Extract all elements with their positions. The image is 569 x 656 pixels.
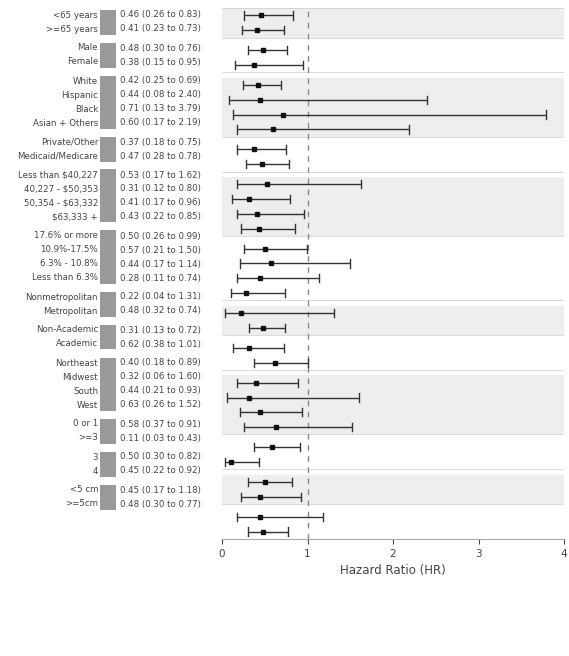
Text: $63,333 +: $63,333 + bbox=[52, 213, 98, 222]
Text: 0.62 (0.38 to 1.01): 0.62 (0.38 to 1.01) bbox=[120, 340, 201, 348]
Text: >=5cm: >=5cm bbox=[65, 499, 98, 508]
Text: 0.44 (0.17 to 1.14): 0.44 (0.17 to 1.14) bbox=[120, 260, 201, 268]
Text: Male: Male bbox=[77, 43, 98, 52]
Text: <65 years: <65 years bbox=[53, 10, 98, 20]
Text: 0.32 (0.06 to 1.60): 0.32 (0.06 to 1.60) bbox=[120, 373, 201, 382]
Text: Asian + Others: Asian + Others bbox=[33, 119, 98, 127]
Bar bbox=[222, 177, 564, 236]
Text: 4: 4 bbox=[93, 466, 98, 476]
Bar bbox=[222, 440, 564, 469]
Text: Sex: Sex bbox=[104, 48, 113, 62]
Text: 0.58 (0.37 to 0.91): 0.58 (0.37 to 0.91) bbox=[120, 419, 201, 428]
Text: Race: Race bbox=[104, 92, 113, 112]
Text: 0.53 (0.17 to 1.62): 0.53 (0.17 to 1.62) bbox=[120, 171, 201, 180]
Text: 0.71 (0.13 to 3.79): 0.71 (0.13 to 3.79) bbox=[120, 104, 201, 113]
Text: 0.48 (0.30 to 0.76): 0.48 (0.30 to 0.76) bbox=[120, 43, 201, 52]
Bar bbox=[222, 375, 564, 434]
Bar bbox=[222, 241, 564, 300]
Text: Insurance: Insurance bbox=[104, 130, 113, 168]
Text: 40,227 - $50,353: 40,227 - $50,353 bbox=[24, 184, 98, 194]
Text: 0.48 (0.30 to 0.77): 0.48 (0.30 to 0.77) bbox=[120, 499, 201, 508]
Text: 0.57 (0.21 to 1.50): 0.57 (0.21 to 1.50) bbox=[120, 245, 201, 255]
Text: 0.60 (0.17 to 2.19): 0.60 (0.17 to 2.19) bbox=[120, 119, 201, 127]
Text: Academic: Academic bbox=[56, 340, 98, 348]
Text: West: West bbox=[77, 401, 98, 409]
Bar bbox=[222, 8, 564, 37]
Text: 0.31 (0.13 to 0.72): 0.31 (0.13 to 0.72) bbox=[120, 325, 201, 335]
Text: Hispanic: Hispanic bbox=[61, 91, 98, 100]
Text: 0.22 (0.04 to 1.31): 0.22 (0.04 to 1.31) bbox=[120, 293, 201, 302]
Text: 0.31 (0.12 to 0.80): 0.31 (0.12 to 0.80) bbox=[120, 184, 201, 194]
Text: 3: 3 bbox=[93, 453, 98, 462]
Text: Black: Black bbox=[75, 104, 98, 113]
Bar bbox=[222, 43, 564, 72]
X-axis label: Hazard Ratio (HR): Hazard Ratio (HR) bbox=[340, 564, 446, 577]
Bar bbox=[222, 306, 564, 335]
Text: 0.45 (0.17 to 1.18): 0.45 (0.17 to 1.18) bbox=[120, 485, 201, 495]
Text: 0.40 (0.18 to 0.89): 0.40 (0.18 to 0.89) bbox=[120, 358, 201, 367]
Text: 0.44 (0.21 to 0.93): 0.44 (0.21 to 0.93) bbox=[120, 386, 201, 396]
Text: 0.45 (0.22 to 0.92): 0.45 (0.22 to 0.92) bbox=[120, 466, 201, 476]
Text: White: White bbox=[73, 77, 98, 85]
Text: Non-Academic: Non-Academic bbox=[36, 325, 98, 335]
Text: 0.46 (0.26 to 0.83): 0.46 (0.26 to 0.83) bbox=[120, 10, 201, 20]
Text: Private/Other: Private/Other bbox=[40, 138, 98, 146]
Text: Female: Female bbox=[67, 58, 98, 66]
Text: Midwest: Midwest bbox=[63, 373, 98, 382]
Text: >=65 years: >=65 years bbox=[46, 24, 98, 33]
Text: Metropolitan: Metropolitan bbox=[44, 306, 98, 316]
Text: 0.47 (0.28 to 0.78): 0.47 (0.28 to 0.78) bbox=[120, 152, 201, 161]
Bar bbox=[222, 142, 564, 172]
Text: Northeast: Northeast bbox=[55, 358, 98, 367]
Bar bbox=[222, 340, 564, 370]
Text: Tumor
Size: Tumor Size bbox=[98, 485, 118, 509]
Text: Age: Age bbox=[104, 14, 113, 30]
Text: Facility
Type: Facility Type bbox=[98, 323, 118, 350]
Text: 0.41 (0.17 to 0.96): 0.41 (0.17 to 0.96) bbox=[120, 199, 201, 207]
Text: 0.43 (0.22 to 0.85): 0.43 (0.22 to 0.85) bbox=[120, 213, 201, 222]
Bar bbox=[222, 510, 564, 539]
Text: Less than 6.3%: Less than 6.3% bbox=[32, 274, 98, 283]
Text: Income: Income bbox=[104, 182, 113, 210]
Text: 6.3% - 10.8%: 6.3% - 10.8% bbox=[40, 260, 98, 268]
Text: South: South bbox=[73, 386, 98, 396]
Text: 0.63 (0.26 to 1.52): 0.63 (0.26 to 1.52) bbox=[120, 401, 201, 409]
Text: No HSD: No HSD bbox=[104, 243, 113, 272]
Text: 0.38 (0.15 to 0.95): 0.38 (0.15 to 0.95) bbox=[120, 58, 201, 66]
Text: 0.48 (0.32 to 0.74): 0.48 (0.32 to 0.74) bbox=[120, 306, 201, 316]
Bar bbox=[222, 77, 564, 137]
Text: 0.44 (0.08 to 2.40): 0.44 (0.08 to 2.40) bbox=[120, 91, 201, 100]
Text: 0.42 (0.25 to 0.69): 0.42 (0.25 to 0.69) bbox=[120, 77, 201, 85]
Bar bbox=[222, 474, 564, 504]
Text: 0 or 1: 0 or 1 bbox=[73, 419, 98, 428]
Text: 0.28 (0.11 to 0.74): 0.28 (0.11 to 0.74) bbox=[120, 274, 201, 283]
Text: 0.37 (0.18 to 0.75): 0.37 (0.18 to 0.75) bbox=[120, 138, 201, 146]
Text: Less than $40,227: Less than $40,227 bbox=[18, 171, 98, 180]
Text: Medicaid/Medicare: Medicaid/Medicare bbox=[17, 152, 98, 161]
Text: 50,354 - $63,332: 50,354 - $63,332 bbox=[24, 199, 98, 207]
Text: 0.50 (0.26 to 0.99): 0.50 (0.26 to 0.99) bbox=[120, 232, 201, 241]
Text: Facility
Location: Facility Location bbox=[98, 368, 118, 400]
Text: 0.11 (0.03 to 0.43): 0.11 (0.03 to 0.43) bbox=[120, 434, 201, 443]
Text: Stage: Stage bbox=[104, 453, 113, 475]
Text: Charlson-
Deyo: Charlson- Deyo bbox=[98, 413, 118, 449]
Text: 10.9%-17.5%: 10.9%-17.5% bbox=[40, 245, 98, 255]
Text: Nonmetropolitan: Nonmetropolitan bbox=[26, 293, 98, 302]
Text: 17.6% or more: 17.6% or more bbox=[34, 232, 98, 241]
Text: Region: Region bbox=[104, 291, 113, 317]
Text: <5 cm: <5 cm bbox=[69, 485, 98, 495]
Text: >=3: >=3 bbox=[78, 434, 98, 443]
Text: 0.41 (0.23 to 0.73): 0.41 (0.23 to 0.73) bbox=[120, 24, 201, 33]
Text: 0.50 (0.30 to 0.82): 0.50 (0.30 to 0.82) bbox=[120, 453, 201, 462]
